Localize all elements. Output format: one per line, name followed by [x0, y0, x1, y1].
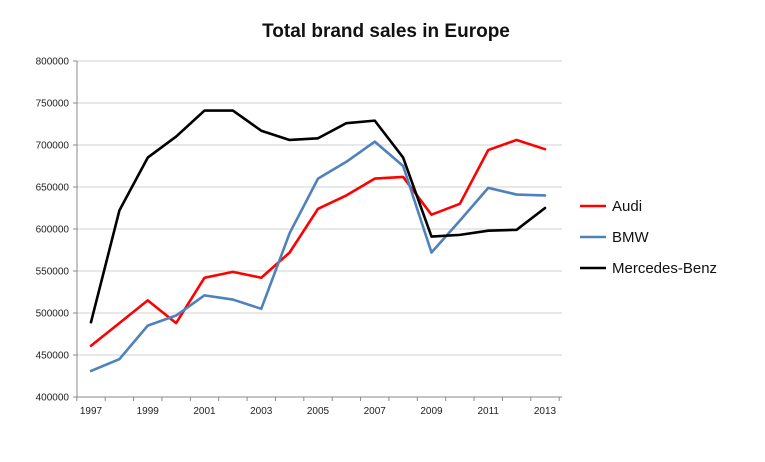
y-tick-label: 800000 — [36, 57, 70, 68]
legend: Audi BMW Mercedes-Benz — [580, 198, 717, 277]
series-line-bmw — [89, 140, 547, 373]
y-tick-label: 600000 — [36, 225, 70, 236]
x-tick-label: 2003 — [250, 406, 273, 417]
axes: 400000 450000 500000 550000 600000 650000 7000… — [36, 57, 562, 417]
x-tick-label: 1999 — [137, 406, 160, 417]
y-tick-label: 650000 — [36, 183, 70, 194]
series-line-mercedes-benz — [89, 109, 547, 324]
y-tick-label: 700000 — [36, 141, 70, 152]
y-tick-label: 500000 — [36, 309, 70, 320]
series-lines — [89, 109, 547, 373]
chart-title: Total brand sales in Europe — [262, 21, 510, 42]
gridlines — [77, 60, 562, 398]
x-tick-label: 2001 — [193, 406, 216, 417]
x-tick-label: 1997 — [80, 406, 103, 417]
x-tick-label: 2013 — [534, 406, 557, 417]
x-tick-label: 2005 — [307, 406, 330, 417]
legend-label: BMW — [612, 229, 650, 246]
x-tick-label: 2009 — [420, 406, 443, 417]
legend-label: Audi — [612, 198, 642, 215]
x-tick-label: 2011 — [477, 406, 499, 417]
x-tick-label: 2007 — [364, 406, 387, 417]
legend-label: Mercedes-Benz — [612, 260, 717, 277]
y-tick-label: 750000 — [36, 99, 70, 110]
y-tick-label: 450000 — [36, 351, 70, 362]
series-line-audi — [89, 138, 547, 348]
y-tick-label: 400000 — [36, 393, 70, 404]
y-tick-label: 550000 — [36, 267, 70, 278]
